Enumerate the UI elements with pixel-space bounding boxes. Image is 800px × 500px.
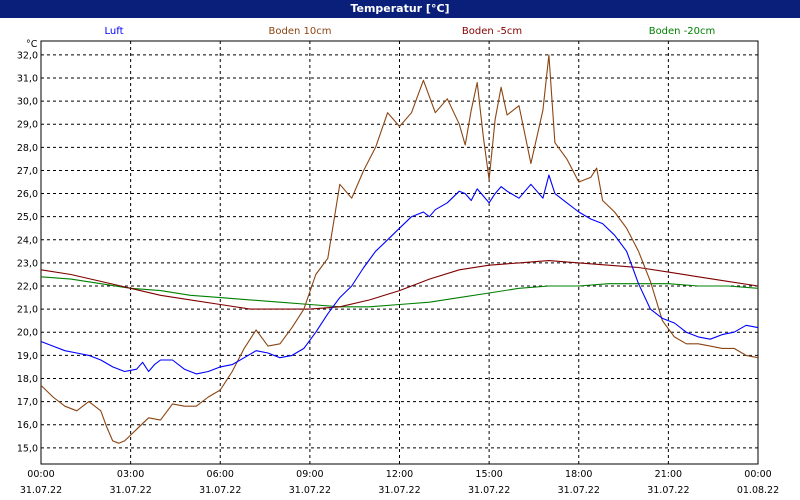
series-line-luft [40,174,759,375]
legend-boden-5cm: Boden -5cm [462,26,522,37]
plot-frame [40,40,759,465]
x-tick-time-label: 21:00 [655,469,682,480]
legend-boden-10cm: Boden 10cm [269,26,332,37]
x-tick-date-label: 31.07.22 [109,485,151,496]
x-tick-time-label: 00:00 [27,469,54,480]
x-tick-time-label: 12:00 [386,469,413,480]
x-tick-date-label: 31.07.22 [289,485,331,496]
y-tick-label: 27,0 [17,166,38,177]
x-tick-time-label: 18:00 [565,469,592,480]
y-tick-label: 24,0 [17,235,38,246]
y-tick-label: 21,0 [17,305,38,316]
x-tick-date-label: 31.07.22 [199,485,241,496]
x-tick-date-label: 31.07.22 [20,485,62,496]
y-tick-label: 17,0 [17,397,38,408]
y-tick-label: 16,0 [17,420,38,431]
y-tick-label: 23,0 [17,258,38,269]
x-tick-date-label: 31.07.22 [558,485,600,496]
series-line-boden-10cm [40,54,759,444]
y-tick-label: 19,0 [17,351,38,362]
chart-title-bar: Temperatur [°C] [0,0,800,18]
y-tick-label: 20,0 [17,328,38,339]
x-tick-time-label: 09:00 [296,469,323,480]
x-tick-date-label: 31.07.22 [647,485,689,496]
y-tick-label: 32,0 [17,50,38,61]
x-tick-date-label: 31.07.22 [378,485,420,496]
chart-title: Temperatur [°C] [350,2,450,15]
y-tick-label: 25,0 [17,212,38,223]
y-axis-unit-label: °C [26,39,38,50]
series-line-boden-5cm [40,260,759,310]
y-tick-label: 26,0 [17,189,38,200]
legend-luft: Luft [105,26,124,37]
x-tick-time-label: 03:00 [117,469,144,480]
y-tick-label: 28,0 [17,143,38,154]
x-tick-date-label: 01.08.22 [737,485,779,496]
y-tick-label: 22,0 [17,282,38,293]
legend-boden-20cm: Boden -20cm [649,26,716,37]
x-tick-time-label: 15:00 [475,469,502,480]
y-tick-label: 31,0 [17,73,38,84]
x-tick-date-label: 31.07.22 [468,485,510,496]
y-tick-label: 15,0 [17,443,38,454]
y-tick-label: 29,0 [17,120,38,131]
y-tick-label: 30,0 [17,97,38,108]
x-tick-time-label: 00:00 [744,469,771,480]
x-tick-time-label: 06:00 [207,469,234,480]
y-tick-label: 18,0 [17,374,38,385]
